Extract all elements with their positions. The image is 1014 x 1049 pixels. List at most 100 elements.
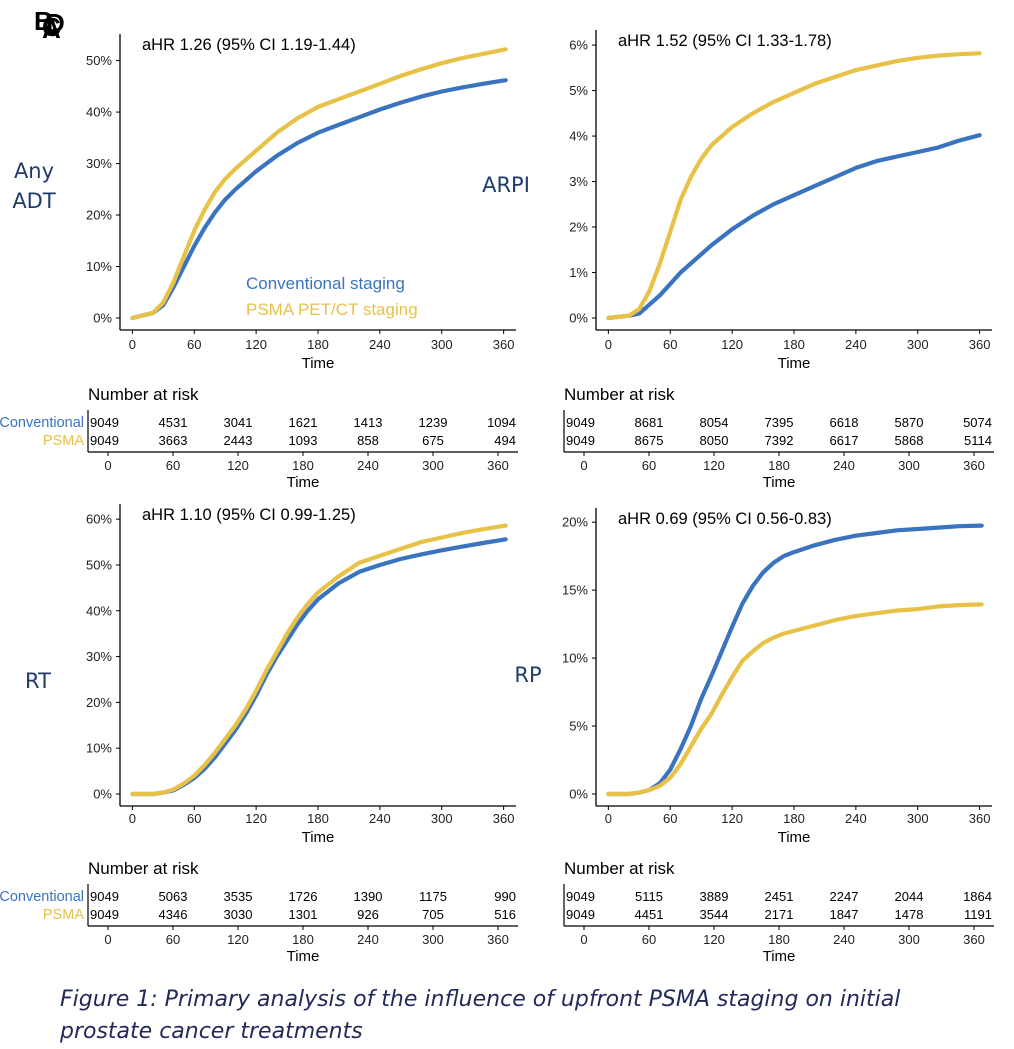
y-tick-labels: 0% 10% 20% 30% 40% 50% 60%: [86, 512, 120, 802]
risk-table-tick-label: 360: [963, 458, 985, 473]
panel-letter-c: C: [42, 12, 61, 42]
x-tick-labels: 0 60 120 180 240 300 360: [605, 330, 990, 352]
x-tick-label: 180: [307, 811, 329, 826]
x-tick-label: 0: [129, 811, 136, 826]
risk-table-title: Number at risk: [564, 859, 675, 878]
risk-table-cell: 9049: [90, 889, 119, 904]
x-tick-label: 300: [431, 811, 453, 826]
y-tick-label: 30%: [86, 156, 112, 171]
y-tick-label: 20%: [562, 515, 588, 530]
risk-table-tick-label: 0: [104, 458, 111, 473]
risk-table-cell: 6618: [830, 415, 859, 430]
risk-table-cell: 1726: [289, 889, 318, 904]
risk-table-tick-label: 120: [227, 458, 249, 473]
risk-table-cell: 4451: [635, 907, 664, 922]
y-tick-label: 50%: [86, 53, 112, 68]
risk-table-tick-label: 60: [642, 932, 656, 947]
risk-table-cell: 8681: [635, 415, 664, 430]
risk-table-tick-label: 240: [357, 458, 379, 473]
risk-table-cell: 1864: [963, 889, 992, 904]
risk-table-tick-label: 180: [292, 932, 314, 947]
risk-table-cell: 3889: [700, 889, 729, 904]
risk-table-cell: 9049: [90, 433, 119, 448]
y-tick-label: 20%: [86, 208, 112, 223]
y-tick-label: 5%: [569, 719, 588, 734]
risk-table-cell: 4531: [159, 415, 188, 430]
y-tick-label: 50%: [86, 557, 112, 572]
risk-table-cell: 3041: [224, 415, 253, 430]
x-tick-label: 360: [493, 337, 515, 352]
y-tick-label: 60%: [86, 512, 112, 527]
risk-table: Number at risk 9049 8681 8054 7395 6618 5870 50…: [563, 385, 994, 491]
x-tick-label: 120: [721, 337, 743, 352]
risk-table-cell: 7395: [765, 415, 794, 430]
panel-letter-d: D: [46, 8, 65, 38]
panel-letter-b: B: [34, 6, 53, 36]
y-tick-label: 30%: [86, 649, 112, 664]
risk-table-tick-label: 300: [422, 458, 444, 473]
x-tick-label: 300: [907, 337, 929, 352]
risk-table-x-title: Time: [287, 948, 320, 965]
x-tick-label: 60: [663, 811, 677, 826]
risk-row-label-conventional: Conventional: [0, 415, 84, 431]
risk-table-tick-label: 120: [227, 932, 249, 947]
x-tick-label: 180: [783, 337, 805, 352]
series-line-conventional: [606, 133, 982, 321]
risk-table-cell: 9049: [566, 889, 595, 904]
risk-table-tick-label: 360: [487, 932, 509, 947]
risk-table-tick-label: 240: [833, 458, 855, 473]
legend-entry-conventional: Conventional staging: [246, 274, 405, 293]
risk-table-cell: 675: [422, 433, 444, 448]
panel-a: 0% 10% 20% 30% 40% 50% 0 60 120 180 240 300 360 Time a…: [0, 34, 518, 491]
legend-entry-psma: PSMA PET/CT staging: [246, 300, 418, 319]
risk-table-cell: 2044: [895, 889, 924, 904]
x-tick-label: 240: [845, 337, 867, 352]
y-tick-label: 3%: [569, 174, 588, 189]
x-tick-label: 0: [605, 337, 612, 352]
risk-table-tick-label: 60: [166, 932, 180, 947]
y-tick-label: 15%: [562, 583, 588, 598]
panel-b: 0% 1% 2% 3% 4% 5% 6% 0 60 120 180 240 300 360 Time aHR …: [482, 30, 994, 491]
risk-table-tick-label: 240: [833, 932, 855, 947]
risk-table-cell: 9049: [566, 433, 595, 448]
risk-table-cell: 8675: [635, 433, 664, 448]
x-tick-label: 360: [969, 811, 991, 826]
y-tick-label: 40%: [86, 105, 112, 120]
series-line-psma: [606, 602, 984, 797]
risk-table-cell: 5114: [964, 433, 992, 448]
risk-table-cell: 1413: [354, 415, 383, 430]
y-tick-label: 0%: [93, 311, 112, 326]
risk-table-tick-label: 60: [642, 458, 656, 473]
y-tick-labels: 0% 5% 10% 15% 20%: [562, 515, 596, 802]
x-tick-label: 120: [721, 811, 743, 826]
risk-row-label-psma: PSMA: [43, 907, 84, 923]
x-tick-label: 60: [663, 337, 677, 352]
x-tick-label: 360: [493, 811, 515, 826]
x-tick-label: 60: [187, 811, 201, 826]
risk-table-cell: 1239: [419, 415, 448, 430]
hazard-ratio-annotation: aHR 1.26 (95% CI 1.19-1.44): [142, 36, 356, 54]
risk-table-cell: 516: [494, 907, 516, 922]
risk-table-cell: 990: [494, 889, 516, 904]
y-tick-label: 0%: [569, 311, 588, 326]
risk-table-cell: 8050: [700, 433, 729, 448]
hazard-ratio-annotation: aHR 0.69 (95% CI 0.56-0.83): [618, 510, 832, 528]
risk-table-cell: 6617: [830, 433, 859, 448]
risk-table-cell: 2451: [765, 889, 794, 904]
y-tick-label: 2%: [569, 220, 588, 235]
y-tick-label: 6%: [569, 38, 588, 53]
risk-table-tick-label: 120: [703, 932, 725, 947]
risk-table-tick-label: 180: [292, 458, 314, 473]
risk-table-cell: 1191: [964, 907, 992, 922]
x-tick-label: 120: [245, 811, 267, 826]
risk-table-cell: 1390: [354, 889, 383, 904]
x-tick-label: 60: [187, 337, 201, 352]
y-tick-label: 10%: [86, 259, 112, 274]
side-label: ADT: [12, 189, 56, 213]
panel-letter-a: A: [42, 14, 61, 44]
risk-table-cell: 1093: [289, 433, 318, 448]
risk-table-cell: 3030: [224, 907, 253, 922]
risk-table-tick-label: 0: [580, 932, 587, 947]
x-axis-title: Time: [302, 829, 335, 846]
risk-table-cell: 1478: [895, 907, 924, 922]
